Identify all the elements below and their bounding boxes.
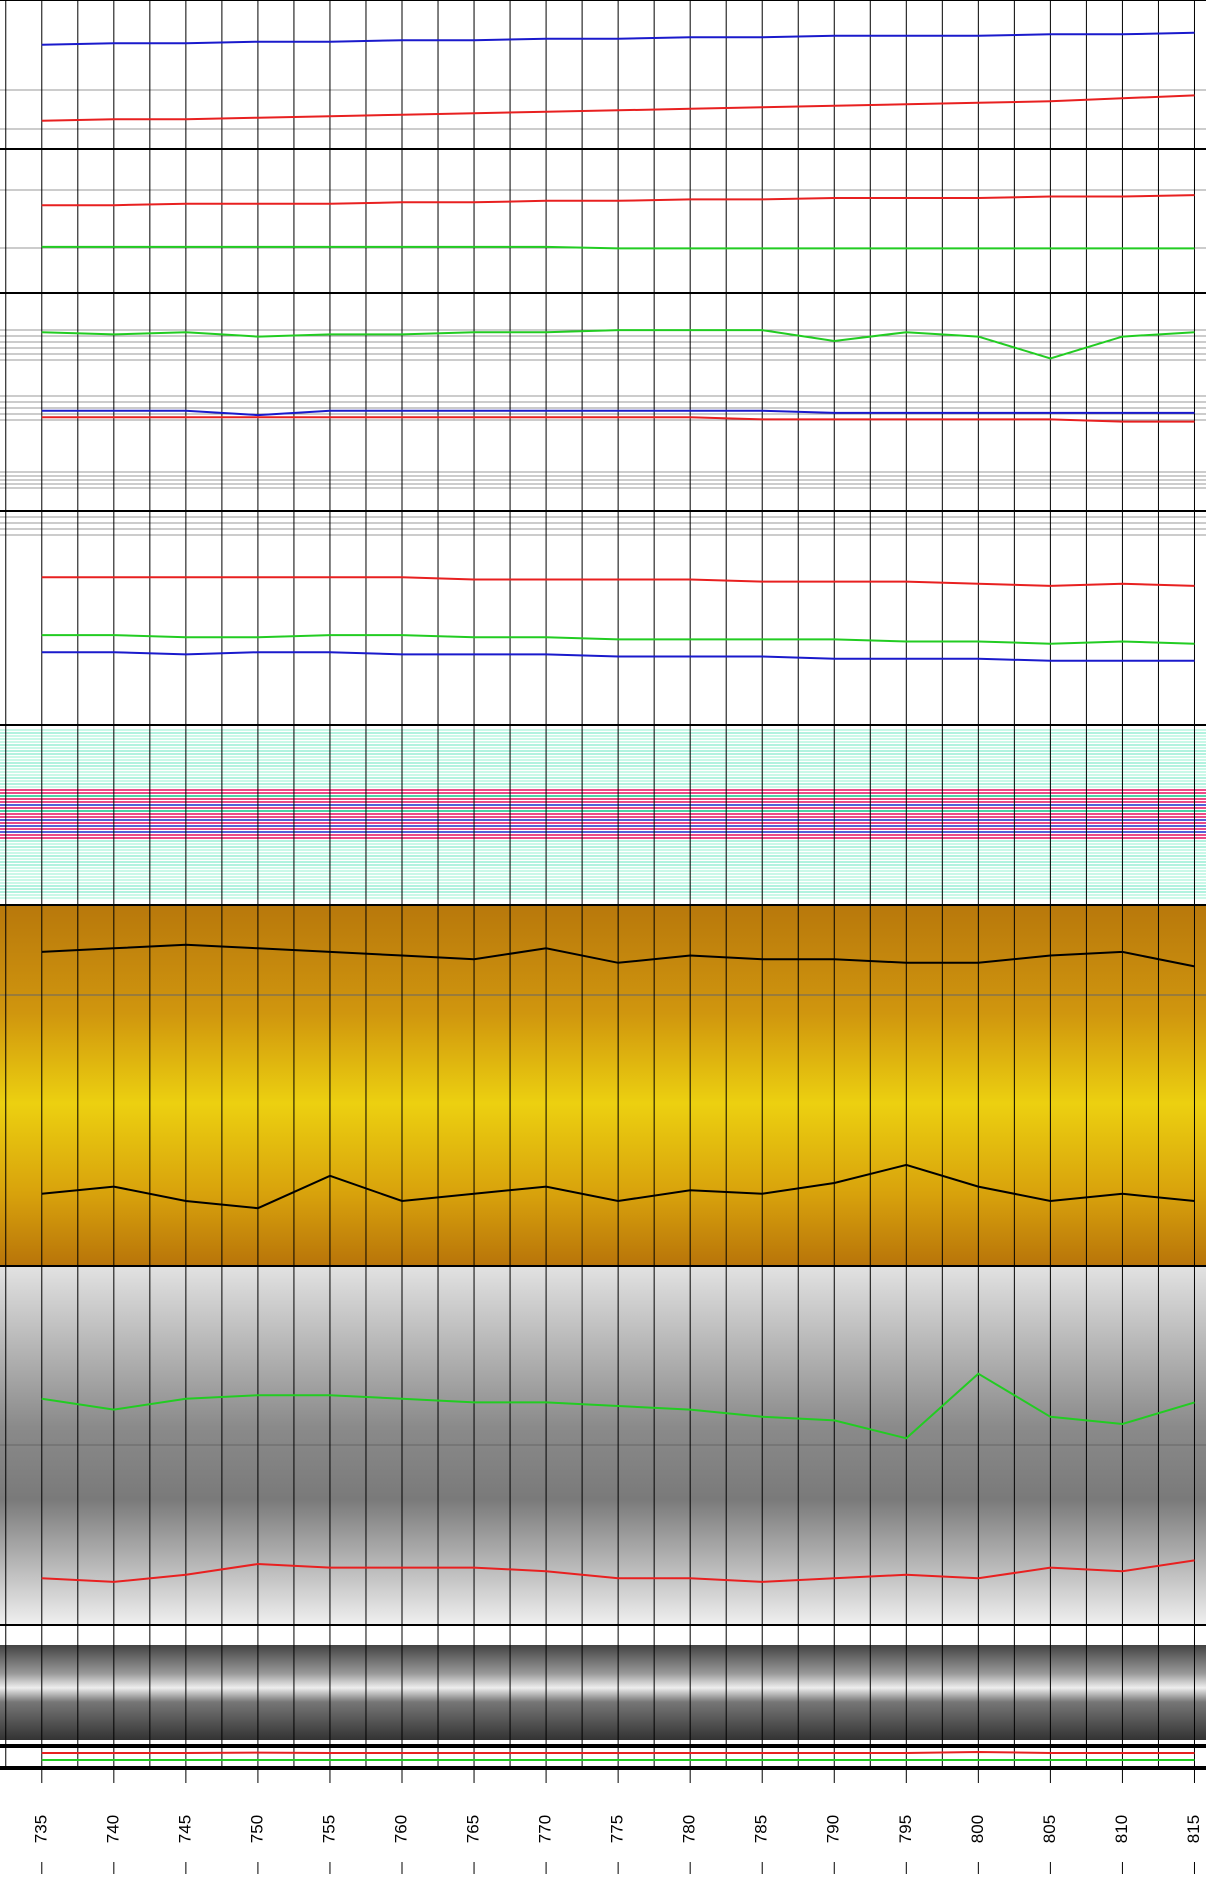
curve [41, 1163, 1195, 1210]
curve [41, 416, 1195, 423]
x-tick-label: 815 [1184, 1815, 1203, 1843]
x-tick-label: 805 [1040, 1815, 1059, 1843]
x-tick-label: 740 [103, 1815, 122, 1843]
x-tick-label: 800 [968, 1815, 987, 1843]
x-tick-label: 790 [824, 1815, 843, 1843]
curve [41, 634, 1195, 645]
x-tick-label: 780 [680, 1815, 699, 1843]
curve [41, 409, 1195, 417]
x-tick-label: 785 [752, 1815, 771, 1843]
backgrounds [0, 905, 1206, 1740]
curve [41, 245, 1195, 250]
x-tick-label: 810 [1112, 1815, 1131, 1843]
x-tick-label: 755 [319, 1815, 338, 1843]
x-tick-label: 770 [536, 1815, 555, 1843]
x-tick-label: 795 [896, 1815, 915, 1843]
curve [41, 194, 1195, 207]
curve [41, 651, 1195, 662]
curve [41, 94, 1195, 122]
x-tick-label: 765 [464, 1815, 483, 1843]
curve [41, 576, 1195, 587]
x-tick-label: 750 [247, 1815, 266, 1843]
image-track [0, 1645, 1206, 1740]
curve [41, 943, 1195, 968]
x-tick-label: 775 [608, 1815, 627, 1843]
curve [41, 1559, 1195, 1583]
image-track [0, 905, 1206, 1266]
x-tick-label: 745 [175, 1815, 194, 1843]
curve [41, 1372, 1195, 1440]
curve [41, 31, 1195, 46]
curve [41, 329, 1195, 360]
x-tick-label: 735 [31, 1815, 50, 1843]
curve [41, 1750, 1195, 1754]
x-tick-label: 760 [391, 1815, 410, 1843]
